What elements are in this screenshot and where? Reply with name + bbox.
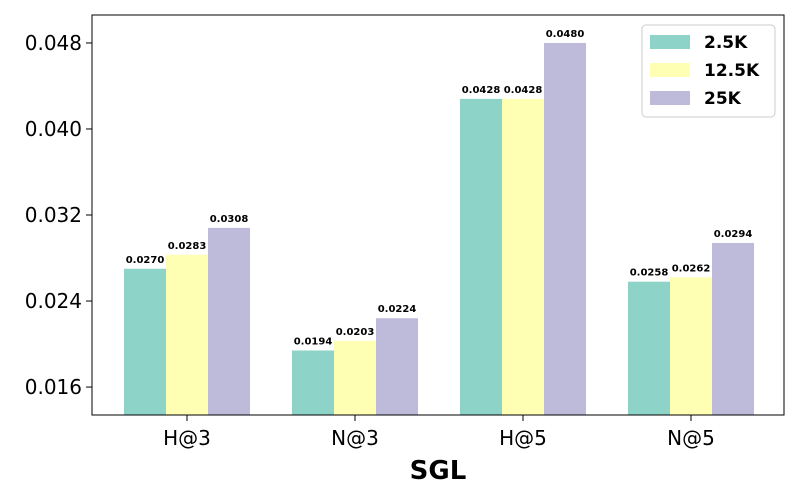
y-tick-label: 0.040 <box>25 117 82 141</box>
x-tick-label: H@5 <box>499 426 547 450</box>
legend-swatch-12.5K <box>650 63 690 77</box>
bar-25K-N@3 <box>376 318 418 415</box>
data-label-2.5K-H@3: 0.0270 <box>126 255 165 266</box>
x-axis: H@3 N@3 H@5 N@5 <box>163 415 715 450</box>
data-label-12.5K-H@3: 0.0283 <box>168 241 207 252</box>
bar-2.5K-H@5 <box>460 98 502 415</box>
bar-12.5K-N@3 <box>334 340 376 415</box>
legend-label-2.5K: 2.5K <box>704 33 748 53</box>
bar-2.5K-N@3 <box>292 350 334 415</box>
bar-2.5K-H@3 <box>124 268 166 415</box>
x-tick-label: H@3 <box>163 426 211 450</box>
bar-2.5K-N@5 <box>628 281 670 415</box>
data-label-12.5K-N@3: 0.0203 <box>336 327 375 338</box>
bar-25K-N@5 <box>712 242 754 415</box>
data-label-25K-N@3: 0.0224 <box>378 304 417 315</box>
bar-25K-H@5 <box>544 42 586 415</box>
data-label-25K-H@5: 0.0480 <box>546 29 585 40</box>
legend: 2.5K 12.5K 25K <box>641 24 776 118</box>
x-tick-label: N@3 <box>331 426 379 450</box>
y-tick-label: 0.024 <box>25 289 82 313</box>
data-label-2.5K-N@5: 0.0258 <box>630 268 669 279</box>
legend-label-25K: 25K <box>704 89 742 109</box>
data-label-25K-N@5: 0.0294 <box>714 229 753 240</box>
data-label-25K-H@3: 0.0308 <box>210 214 249 225</box>
x-tick-label: N@5 <box>667 426 715 450</box>
bar-12.5K-H@3 <box>166 254 208 415</box>
bar-25K-H@3 <box>208 227 250 415</box>
legend-swatch-2.5K <box>650 35 690 49</box>
legend-label-12.5K: 12.5K <box>704 61 760 81</box>
data-label-2.5K-H@5: 0.0428 <box>462 85 501 96</box>
bar-12.5K-H@5 <box>502 98 544 415</box>
y-tick-label: 0.016 <box>25 375 82 399</box>
bar-12.5K-N@5 <box>670 277 712 415</box>
data-label-12.5K-H@5: 0.0428 <box>504 85 543 96</box>
data-label-12.5K-N@5: 0.0262 <box>672 263 711 274</box>
data-label-2.5K-N@3: 0.0194 <box>294 336 333 347</box>
y-axis: 0.016 0.024 0.032 0.040 0.048 <box>25 31 92 399</box>
x-axis-title: SGL <box>410 456 467 486</box>
y-tick-label: 0.048 <box>25 31 82 55</box>
legend-swatch-25K <box>650 91 690 105</box>
y-tick-label: 0.032 <box>25 203 82 227</box>
